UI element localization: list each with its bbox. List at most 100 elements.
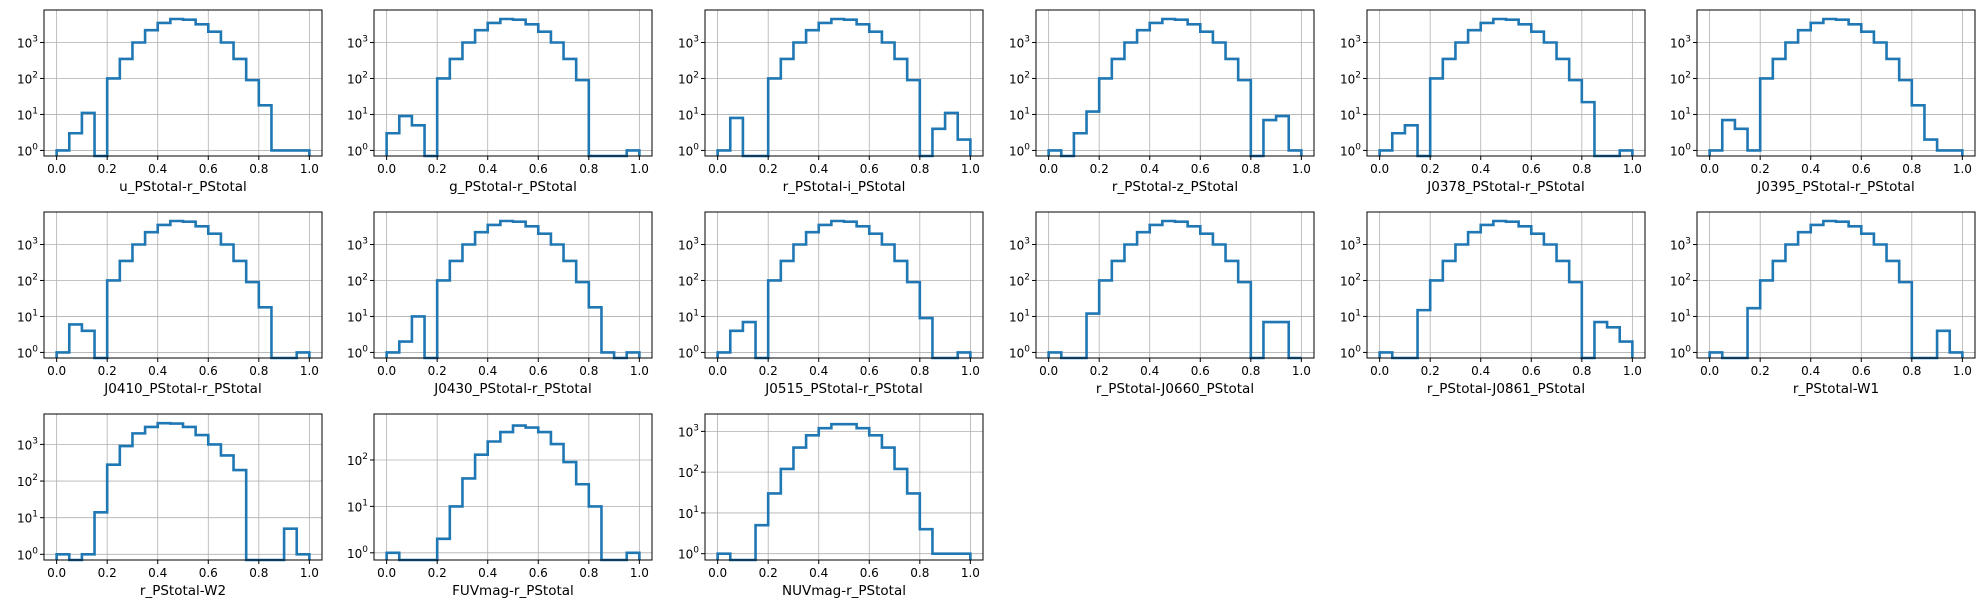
y-tick-label: 101 <box>1670 308 1691 324</box>
x-tick-label: 0.0 <box>708 566 727 580</box>
y-tick-label: 103 <box>17 34 38 50</box>
y-tick-label: 100 <box>1009 142 1030 158</box>
y-tick-label: 100 <box>17 546 38 562</box>
y-tick-label: 103 <box>678 34 699 50</box>
y-tick-label: 103 <box>1670 236 1691 252</box>
histogram-step-line <box>1378 17 1634 158</box>
x-tick-label: 0.2 <box>98 364 117 378</box>
x-tick-label: 0.8 <box>1902 364 1921 378</box>
x-tick-label: 0.0 <box>1700 364 1719 378</box>
x-tick-label: 1.0 <box>1953 162 1972 176</box>
y-tick-label: 102 <box>678 70 699 86</box>
axes-frame <box>373 211 653 359</box>
axes-frame <box>704 413 984 561</box>
x-tick-label: 0.6 <box>860 566 879 580</box>
x-tick-label: 0.0 <box>1039 364 1058 378</box>
y-tick-label: 102 <box>678 464 699 480</box>
y-tick-label: 102 <box>347 70 368 86</box>
x-tick-label: 0.4 <box>1140 162 1159 176</box>
histogram-panel: 0.0 0.2 0.4 0.6 0.8 1.0 100 101 102 103 g_PStotal-… <box>347 9 653 195</box>
x-tick-label: 1.0 <box>300 364 319 378</box>
x-axis-label: r_PStotal-i_PStotal <box>783 179 906 195</box>
y-tick-label: 100 <box>1670 142 1691 158</box>
y-tick-label: 101 <box>17 106 38 122</box>
x-tick-label: 0.2 <box>98 162 117 176</box>
x-axis-label: FUVmag-r_PStotal <box>452 583 574 599</box>
histogram-step-line <box>1047 219 1302 360</box>
x-tick-label: 0.8 <box>249 162 268 176</box>
y-tick-label: 102 <box>17 473 38 489</box>
y-tick-label: 100 <box>347 142 368 158</box>
x-tick-label: 0.4 <box>1801 364 1820 378</box>
histogram-step-line <box>716 17 972 158</box>
x-tick-label: 1.0 <box>300 162 319 176</box>
x-tick-label: 0.4 <box>1471 162 1490 176</box>
x-tick-label: 0.6 <box>860 162 879 176</box>
y-tick-label: 101 <box>678 106 699 122</box>
histogram-step-line <box>385 219 641 360</box>
y-tick-label: 101 <box>17 308 38 324</box>
y-tick-label: 101 <box>347 106 368 122</box>
histogram-step-line <box>55 219 311 360</box>
x-tick-label: 0.0 <box>377 162 396 176</box>
x-tick-label: 0.4 <box>1801 162 1820 176</box>
x-tick-label: 0.8 <box>579 162 598 176</box>
y-tick-label: 101 <box>17 510 38 526</box>
x-tick-label: 0.8 <box>249 566 268 580</box>
axes-frame <box>1366 9 1646 157</box>
x-tick-label: 0.6 <box>199 566 218 580</box>
x-axis-label: u_PStotal-r_PStotal <box>119 179 247 195</box>
x-tick-label: 0.0 <box>47 162 66 176</box>
histogram-panel: 0.0 0.2 0.4 0.6 0.8 1.0 100 101 102 103 J0410_PSto… <box>17 211 323 397</box>
y-tick-label: 100 <box>1340 142 1361 158</box>
axes-frame <box>1035 211 1315 359</box>
x-tick-label: 0.6 <box>1522 364 1541 378</box>
x-tick-label: 0.6 <box>529 364 548 378</box>
x-tick-label: 0.4 <box>1140 364 1159 378</box>
histogram-panel: 0.0 0.2 0.4 0.6 0.8 1.0 100 101 102 103 J0515_PSto… <box>678 211 984 397</box>
y-tick-label: 101 <box>1340 106 1361 122</box>
y-tick-label: 103 <box>347 236 368 252</box>
x-axis-label: g_PStotal-r_PStotal <box>449 179 577 195</box>
x-tick-label: 0.2 <box>1090 162 1109 176</box>
y-tick-label: 101 <box>678 505 699 521</box>
y-tick-label: 100 <box>17 142 38 158</box>
x-tick-label: 0.0 <box>47 364 66 378</box>
x-tick-label: 0.0 <box>708 162 727 176</box>
y-tick-label: 101 <box>1340 308 1361 324</box>
x-tick-label: 0.2 <box>428 566 447 580</box>
x-tick-label: 1.0 <box>1292 364 1311 378</box>
x-tick-label: 1.0 <box>961 162 980 176</box>
x-tick-label: 0.4 <box>1471 364 1490 378</box>
x-tick-label: 0.0 <box>1370 364 1389 378</box>
x-tick-label: 0.8 <box>579 566 598 580</box>
axes-frame <box>373 9 653 157</box>
y-tick-label: 103 <box>17 436 38 452</box>
x-tick-label: 0.6 <box>199 364 218 378</box>
x-tick-label: 0.2 <box>759 162 778 176</box>
x-tick-label: 1.0 <box>1953 364 1972 378</box>
x-axis-label: r_PStotal-J0660_PStotal <box>1096 381 1254 397</box>
x-tick-label: 0.8 <box>910 162 929 176</box>
x-axis-label: r_PStotal-z_PStotal <box>1112 179 1238 195</box>
y-tick-label: 103 <box>1009 236 1030 252</box>
y-tick-label: 103 <box>17 236 38 252</box>
axes-frame <box>1366 211 1646 359</box>
x-tick-label: 1.0 <box>630 364 649 378</box>
y-tick-label: 102 <box>1009 70 1030 86</box>
histogram-step-line <box>716 219 972 360</box>
histogram-panel: 0.0 0.2 0.4 0.6 0.8 1.0 100 101 102 103 r_PStotal-… <box>17 413 323 599</box>
y-tick-label: 103 <box>1340 34 1361 50</box>
axes-frame <box>704 9 984 157</box>
x-tick-label: 0.4 <box>478 162 497 176</box>
x-tick-label: 0.2 <box>759 364 778 378</box>
x-tick-label: 1.0 <box>1623 162 1642 176</box>
x-axis-label: NUVmag-r_PStotal <box>782 583 906 599</box>
x-tick-label: 0.8 <box>1241 162 1260 176</box>
x-tick-label: 1.0 <box>961 566 980 580</box>
x-axis-label: J0410_PStotal-r_PStotal <box>103 381 261 397</box>
x-tick-label: 0.0 <box>47 566 66 580</box>
histogram-step-line <box>716 422 972 562</box>
y-tick-label: 101 <box>1670 106 1691 122</box>
